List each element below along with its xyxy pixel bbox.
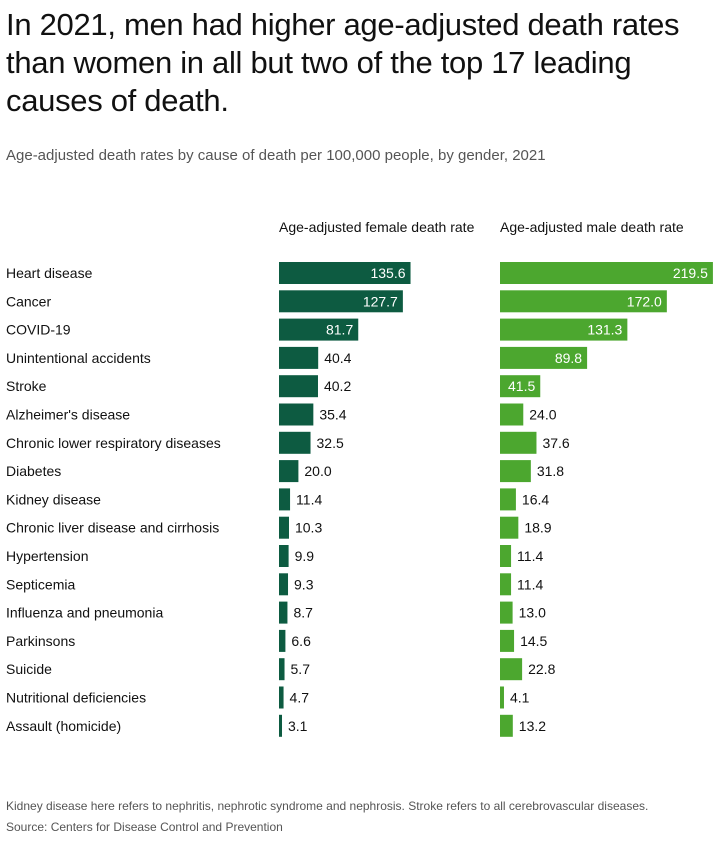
bar-male [500,375,541,398]
data-label: 40.4 [324,350,351,366]
chart-subtitle: Age-adjusted death rates by cause of dea… [6,147,546,164]
data-label: 9.9 [295,548,315,564]
data-label: 18.9 [524,520,551,536]
bar-male [500,318,628,341]
data-label: 13.0 [519,605,546,621]
male-column-header: Age-adjusted male death rate [500,219,684,235]
bar-female [279,403,314,426]
data-label: 20.0 [304,463,331,479]
category-label: Stroke [6,378,47,394]
data-label: 135.6 [370,265,405,281]
bar-male [500,460,531,483]
bar-male [500,488,516,511]
category-label: Hypertension [6,548,89,564]
bar-female [279,262,411,284]
bar-female [279,375,318,398]
data-label: 32.5 [317,435,344,451]
bar-female [279,290,403,313]
data-label: 81.7 [326,322,353,338]
bar-female [279,629,286,652]
data-label: 24.0 [529,407,556,423]
bar-male [500,431,537,454]
data-label: 16.4 [522,491,549,507]
data-label: 6.6 [291,633,311,649]
bar-female [279,545,289,567]
data-label: 172.0 [627,293,662,309]
data-label: 22.8 [528,661,555,677]
bar-female [279,460,299,483]
bar-male [500,658,523,681]
category-label: COVID-19 [6,322,71,338]
category-label: Suicide [6,661,52,677]
data-label: 41.5 [508,378,535,394]
data-label: 5.7 [291,661,311,677]
data-label: 35.4 [319,407,346,423]
data-label: 10.3 [295,520,322,536]
category-label: Unintentional accidents [6,350,151,366]
bar-female [279,573,289,596]
bar-male [500,686,504,709]
bar-female [279,431,311,454]
category-label: Alzheimer's disease [6,407,130,423]
bar-female [279,658,285,681]
bar-male [500,516,519,539]
bar-male [500,403,524,426]
category-label: Chronic liver disease and cirrhosis [6,520,219,536]
data-label: 13.2 [519,718,546,734]
bar-male [500,573,512,596]
bar-female [279,714,283,737]
bar-female [279,318,359,341]
chart-title: In 2021, men had higher age-adjusted dea… [6,7,680,118]
data-label: 89.8 [555,350,582,366]
category-label: Assault (homicide) [6,718,121,734]
data-label: 4.1 [510,690,530,706]
category-label: Nutritional deficiencies [6,690,146,706]
bar-male [500,545,512,567]
bar-male [500,290,667,313]
category-label: Heart disease [6,265,93,281]
bar-female [279,686,284,709]
category-label: Cancer [6,293,51,309]
bar-male [500,714,513,737]
data-label: 37.6 [542,435,569,451]
bar-female [279,488,291,511]
category-label: Influenza and pneumonia [6,605,163,621]
category-label: Chronic lower respiratory diseases [6,435,221,451]
data-label: 11.4 [517,576,543,592]
footnotes: Kidney disease here refers to nephritis,… [6,796,706,838]
data-label: 3.1 [288,718,308,734]
category-label: Diabetes [6,463,61,479]
data-label: 8.7 [293,605,313,621]
category-label: Kidney disease [6,491,101,507]
data-label: 11.4 [517,548,543,564]
bar-male [500,346,588,369]
data-label: 127.7 [363,293,398,309]
bar-female [279,346,319,369]
bar-male [500,601,513,624]
bar-male [500,262,713,284]
bar-male [500,629,515,652]
bar-female [279,516,289,539]
data-label: 4.7 [290,690,310,706]
bar-female [279,601,288,624]
data-label: 31.8 [537,463,564,479]
female-column-header: Age-adjusted female death rate [279,219,475,235]
data-label: 9.3 [294,576,314,592]
data-label: 11.4 [296,491,322,507]
note-text: Kidney disease here refers to nephritis,… [6,799,649,813]
category-label: Septicemia [6,576,75,592]
data-label: 40.2 [324,378,351,394]
data-label: 131.3 [587,322,622,338]
source-text: Source: Centers for Disease Control and … [6,820,283,834]
data-label: 219.5 [673,265,708,281]
category-label: Parkinsons [6,633,75,649]
data-label: 14.5 [520,633,547,649]
